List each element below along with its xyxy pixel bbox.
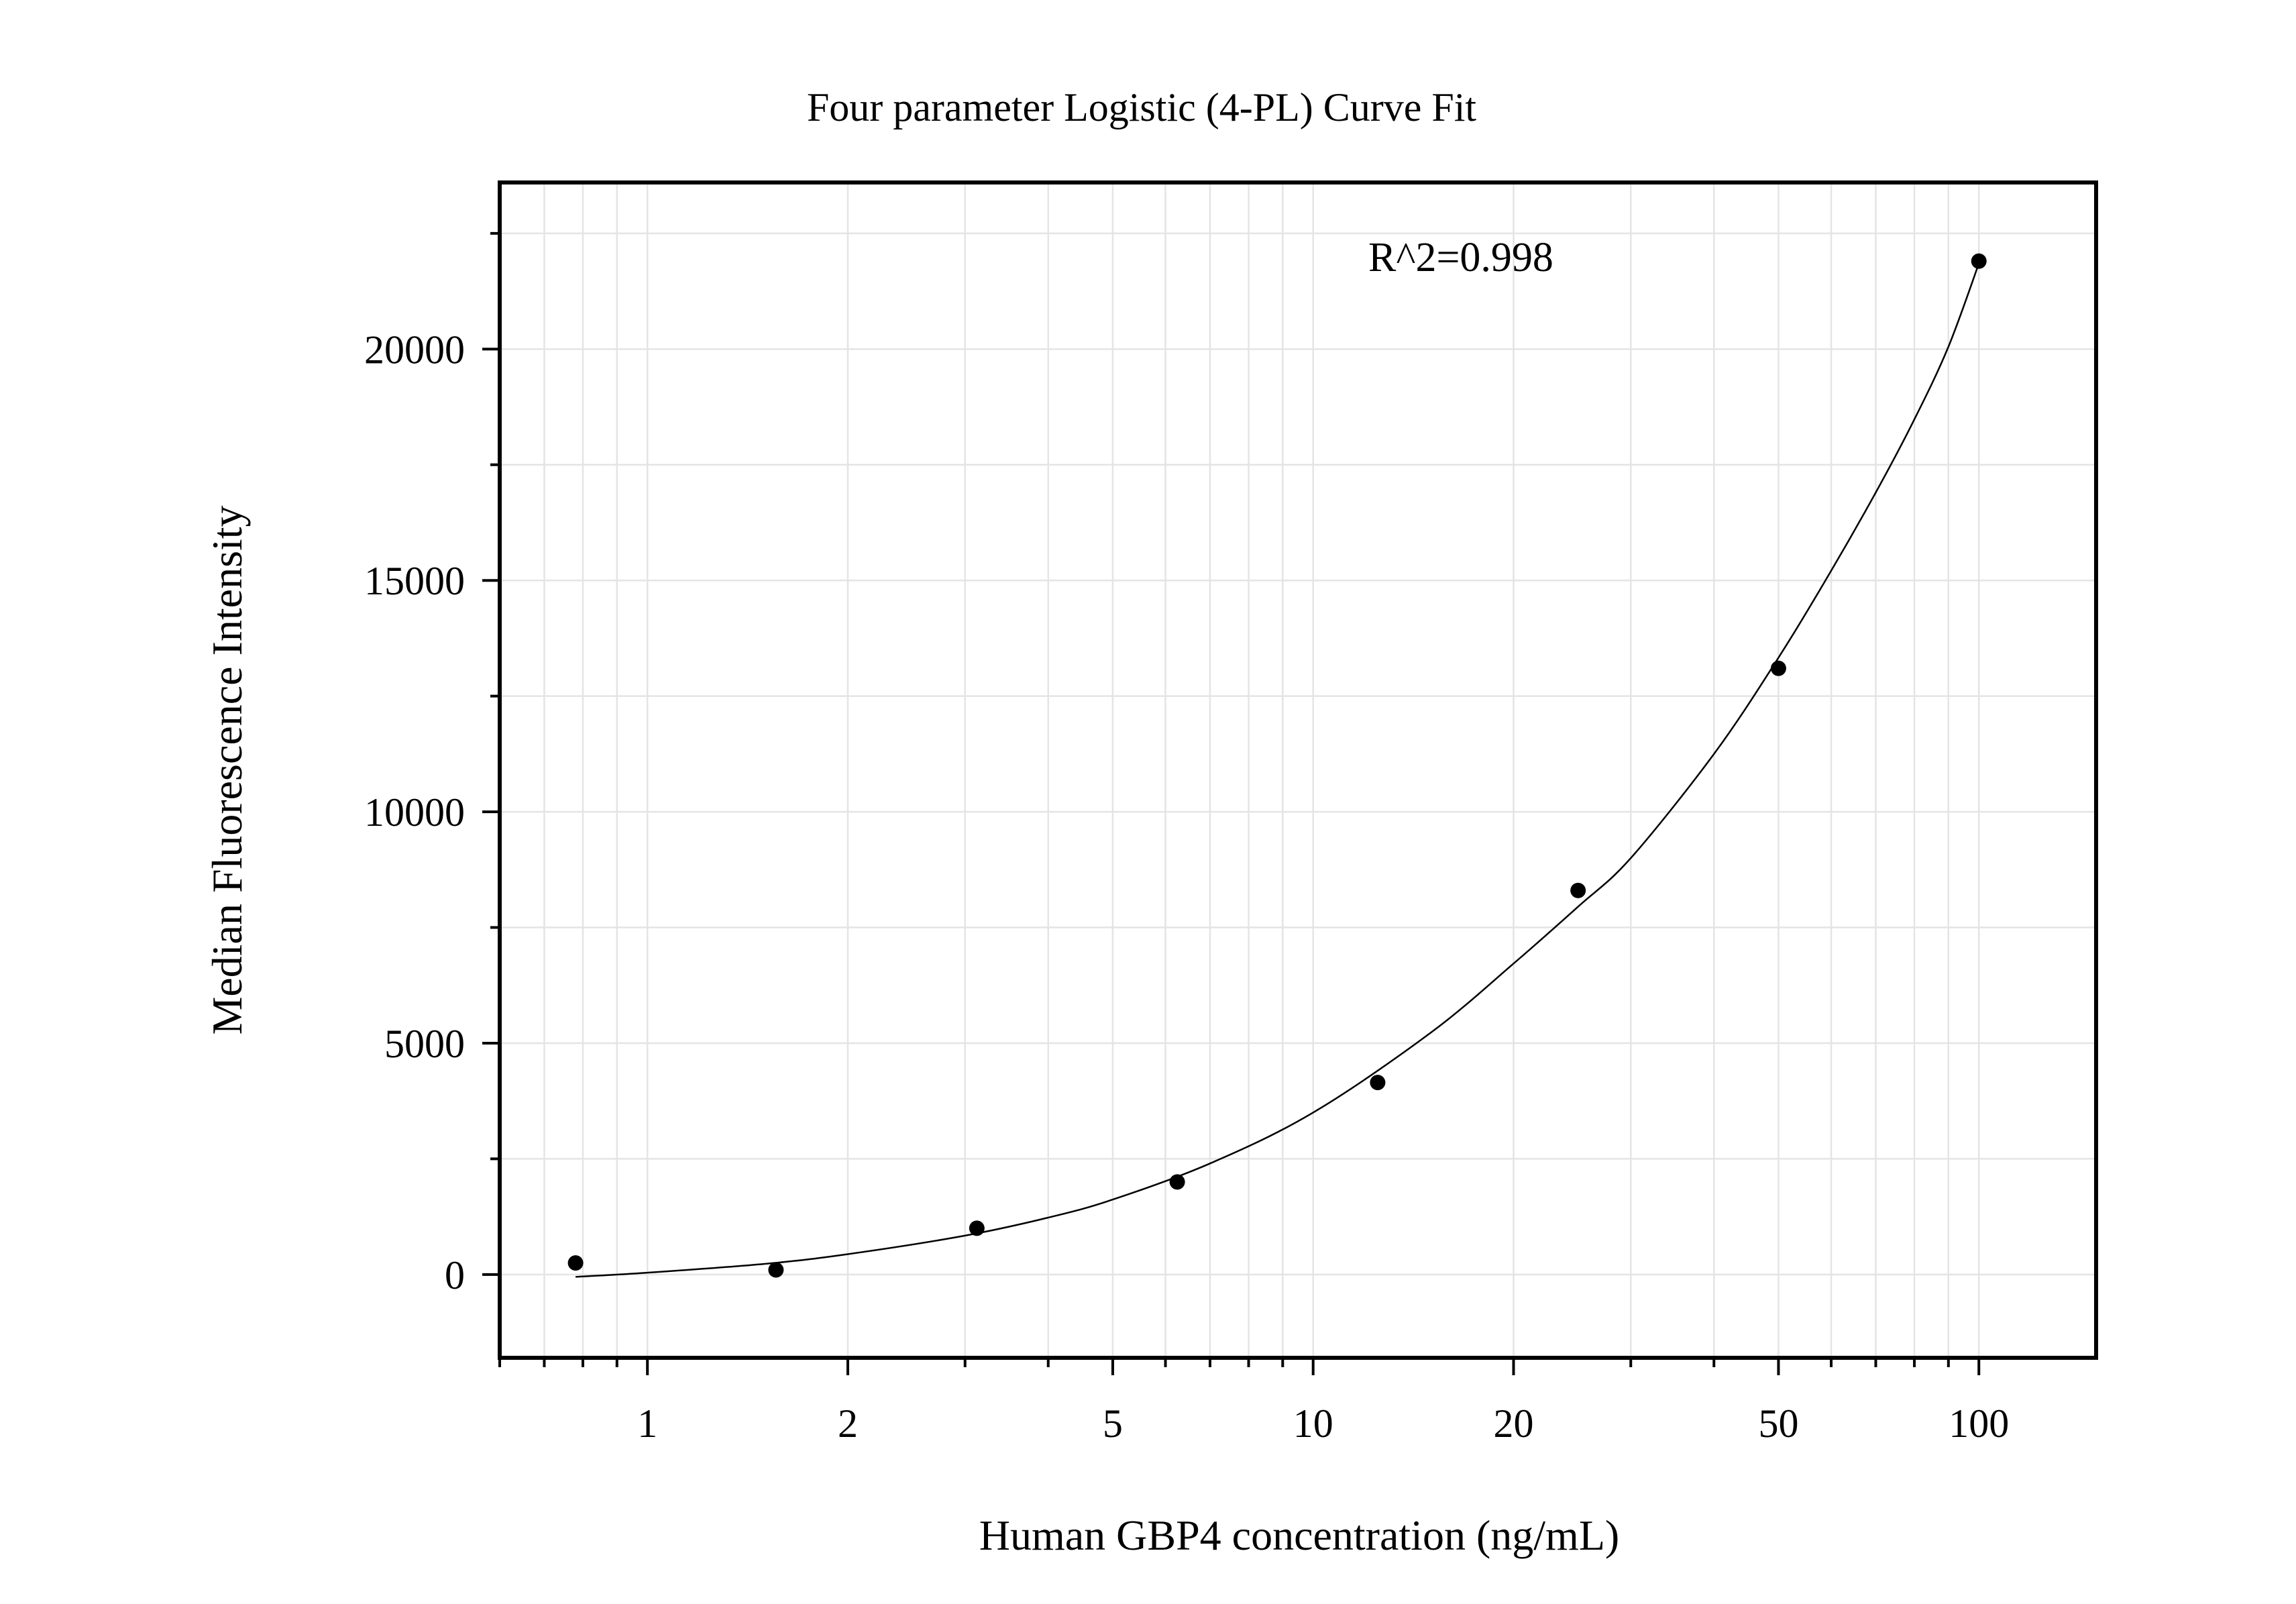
axis-ticks [482, 231, 1981, 1375]
data-point [1570, 882, 1586, 898]
data-points [567, 253, 1987, 1278]
x-tick-label: 5 [1103, 1401, 1123, 1446]
data-point [1370, 1075, 1386, 1091]
data-point [1971, 253, 1987, 269]
data-point [768, 1262, 784, 1278]
data-point [969, 1220, 985, 1236]
y-tick-label: 5000 [384, 1022, 465, 1066]
y-tick-label: 15000 [364, 559, 465, 603]
data-point [567, 1255, 584, 1271]
x-tick-labels: 1 2 5 10 20 50 100 [637, 1401, 2009, 1446]
r-squared-annotation: R^2=0.998 [1368, 235, 1553, 280]
x-tick-label: 20 [1493, 1401, 1533, 1446]
chart-title: Four parameter Logistic (4-PL) Curve Fit [807, 85, 1476, 129]
fit-curve [576, 263, 1980, 1278]
y-axis-label: Median Fluorescence Intensity [203, 505, 251, 1034]
x-tick-label: 1 [637, 1401, 657, 1446]
y-tick-label: 10000 [364, 790, 465, 835]
fit-curve-layer [576, 263, 1980, 1278]
x-tick-label: 10 [1293, 1401, 1333, 1446]
data-point [1770, 660, 1786, 676]
grid [498, 182, 2096, 1358]
y-tick-labels: 0 5000 10000 15000 20000 [364, 327, 465, 1297]
y-tick-label: 0 [445, 1253, 465, 1297]
x-tick-label: 2 [838, 1401, 858, 1446]
data-point [1169, 1174, 1185, 1190]
x-axis-label: Human GBP4 concentration (ng/mL) [979, 1511, 1619, 1559]
plot-frame [498, 180, 2098, 1360]
x-tick-label: 50 [1758, 1401, 1798, 1446]
y-tick-label: 20000 [364, 327, 465, 372]
x-tick-label: 100 [1949, 1401, 2009, 1446]
